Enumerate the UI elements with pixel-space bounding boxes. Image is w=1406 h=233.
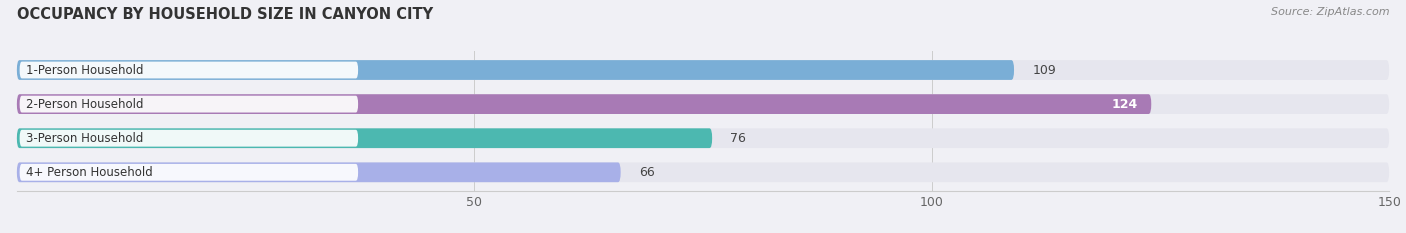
- Text: 76: 76: [731, 132, 747, 145]
- FancyBboxPatch shape: [17, 60, 1014, 80]
- Text: 1-Person Household: 1-Person Household: [27, 64, 143, 76]
- FancyBboxPatch shape: [20, 62, 359, 79]
- Text: 3-Person Household: 3-Person Household: [27, 132, 143, 145]
- FancyBboxPatch shape: [17, 60, 1389, 80]
- FancyBboxPatch shape: [17, 162, 620, 182]
- Text: Source: ZipAtlas.com: Source: ZipAtlas.com: [1271, 7, 1389, 17]
- Text: 66: 66: [638, 166, 655, 179]
- FancyBboxPatch shape: [20, 130, 359, 147]
- Text: OCCUPANCY BY HOUSEHOLD SIZE IN CANYON CITY: OCCUPANCY BY HOUSEHOLD SIZE IN CANYON CI…: [17, 7, 433, 22]
- FancyBboxPatch shape: [17, 162, 1389, 182]
- Text: 124: 124: [1111, 98, 1137, 111]
- Text: 109: 109: [1032, 64, 1056, 76]
- FancyBboxPatch shape: [20, 96, 359, 113]
- Text: 4+ Person Household: 4+ Person Household: [27, 166, 153, 179]
- Text: 2-Person Household: 2-Person Household: [27, 98, 143, 111]
- FancyBboxPatch shape: [17, 94, 1389, 114]
- FancyBboxPatch shape: [17, 128, 1389, 148]
- FancyBboxPatch shape: [20, 164, 359, 181]
- FancyBboxPatch shape: [17, 94, 1152, 114]
- FancyBboxPatch shape: [17, 128, 713, 148]
